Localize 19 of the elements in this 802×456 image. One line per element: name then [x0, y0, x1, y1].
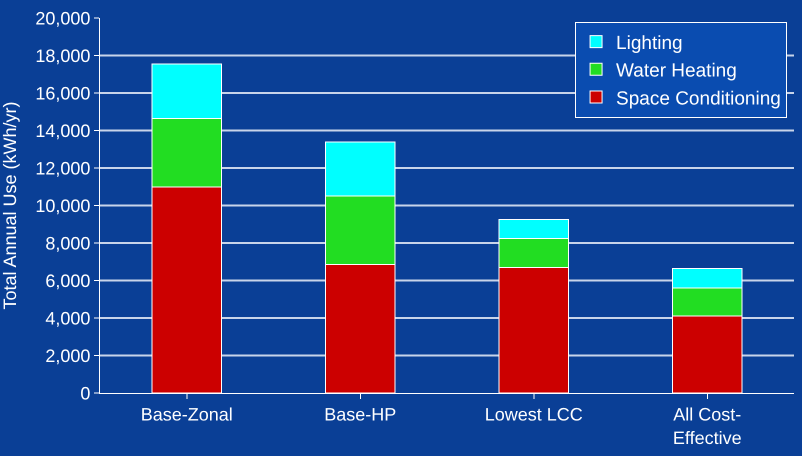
- y-tick-label: 8,000: [45, 233, 90, 254]
- y-tick-label: 16,000: [35, 83, 90, 104]
- x-tick-label: Base-Zonal: [140, 404, 233, 425]
- y-tick-label: 10,000: [35, 196, 90, 216]
- x-tick-label: Lowest LCC: [484, 404, 583, 425]
- y-axis-title: Total Annual Use (kWh/yr): [0, 101, 20, 310]
- y-tick-label: 14,000: [35, 120, 90, 141]
- y-tick-label: 0: [80, 383, 90, 404]
- legend-label: Space Conditioning: [616, 88, 781, 110]
- legend-label: Water Heating: [616, 60, 737, 82]
- y-tick-label: 20,000: [35, 8, 90, 28]
- x-tick-label: Base-HP: [324, 404, 396, 425]
- legend-label: Lighting: [616, 33, 683, 54]
- y-tick-label: 18,000: [35, 46, 90, 66]
- y-tick-label: 2,000: [45, 346, 90, 366]
- y-tick-label: 4,000: [45, 308, 90, 328]
- x-tick-label: All Cost-Effective: [672, 404, 742, 448]
- y-tick-label: 6,000: [45, 270, 90, 291]
- y-tick-label: 12,000: [35, 158, 90, 178]
